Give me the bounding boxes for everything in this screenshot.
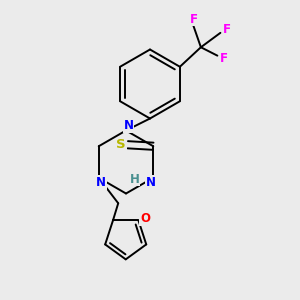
Text: F: F bbox=[220, 52, 228, 64]
Text: F: F bbox=[223, 23, 231, 36]
Text: F: F bbox=[189, 13, 197, 26]
Text: N: N bbox=[146, 176, 156, 189]
Text: S: S bbox=[116, 138, 126, 151]
Text: H: H bbox=[130, 173, 140, 186]
Text: N: N bbox=[96, 176, 106, 189]
Text: O: O bbox=[140, 212, 150, 225]
Text: N: N bbox=[123, 119, 134, 132]
